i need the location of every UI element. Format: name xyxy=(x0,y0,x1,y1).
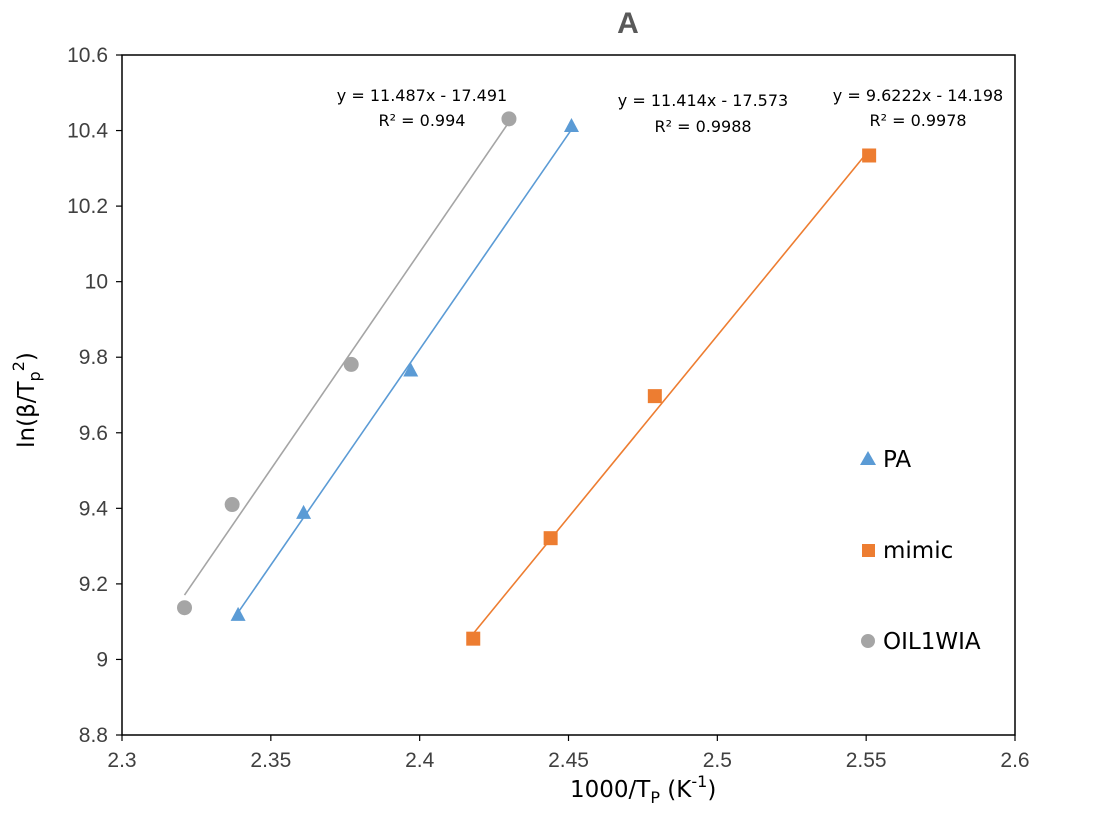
data-point-oil1wia xyxy=(224,497,240,513)
chart-title: A xyxy=(617,7,639,40)
y-tick-label: 10.2 xyxy=(67,195,108,218)
legend-label-mimic: mimic xyxy=(883,538,953,564)
y-tick-label: 9.8 xyxy=(79,346,108,369)
x-tick-label: 2.4 xyxy=(405,749,435,772)
legend: PA mimic OIL1WIA xyxy=(860,447,981,655)
legend-label-pa: PA xyxy=(883,447,911,473)
y-axis-title-sup: 2 xyxy=(9,361,28,371)
y-tick-label: 10.6 xyxy=(67,44,108,67)
data-point-pa xyxy=(403,362,419,377)
y-axis-title-close: ) xyxy=(14,352,40,361)
trendline-mimic xyxy=(472,149,870,635)
x-tick-label: 2.45 xyxy=(548,749,589,772)
data-point-mimic xyxy=(647,389,662,404)
r2-pa: R² = 0.9988 xyxy=(654,117,751,136)
data-point-oil1wia xyxy=(501,111,517,127)
data-point-pa xyxy=(230,606,246,621)
data-point-mimic xyxy=(466,631,481,646)
x-tick-label: 2.5 xyxy=(703,749,732,772)
data-point-oil1wia xyxy=(177,600,193,616)
y-tick-label: 8.8 xyxy=(79,724,108,747)
data-point-oil1wia xyxy=(343,356,359,372)
y-tick-label: 9.2 xyxy=(79,573,108,596)
y-tick-label: 9.4 xyxy=(79,497,109,520)
y-axis-title: ln(β/Tp2) xyxy=(9,352,44,448)
equation-mimic: y = 9.6222x - 14.198 xyxy=(833,86,1003,105)
equation-oil1wia: y = 11.487x - 17.491 xyxy=(337,86,507,105)
legend-label-oil1wia: OIL1WIA xyxy=(883,629,981,655)
data-point-pa xyxy=(563,118,579,133)
r2-mimic: R² = 0.9978 xyxy=(869,111,966,130)
x-axis-title: 1000/TP (K-1) xyxy=(570,772,716,807)
x-axis-title-sub: P xyxy=(650,788,660,807)
x-tick-label: 2.3 xyxy=(107,749,136,772)
x-axis: 2.3 2.35 2.4 2.45 2.5 2.55 2.6 xyxy=(107,735,1030,772)
y-tick-label: 10.4 xyxy=(67,120,108,143)
y-tick-label: 10 xyxy=(85,271,108,294)
x-axis-title-close: ) xyxy=(707,777,716,803)
y-axis-title-main: ln(β/T xyxy=(14,381,40,448)
r2-oil1wia: R² = 0.994 xyxy=(379,111,466,130)
y-axis: 8.8 9 9.2 9.4 9.6 9.8 10 10.2 10.4 10.6 xyxy=(67,44,122,747)
legend-marker-oil1wia xyxy=(861,634,875,648)
data-markers xyxy=(177,111,877,646)
x-axis-title-sup: -1 xyxy=(691,772,707,791)
data-point-mimic xyxy=(543,531,558,546)
data-point-mimic xyxy=(862,148,877,163)
x-axis-title-unit: (K xyxy=(660,777,692,803)
y-tick-label: 9.6 xyxy=(79,422,108,445)
x-axis-title-main: 1000/T xyxy=(570,777,651,803)
data-point-pa xyxy=(296,504,312,519)
x-tick-label: 2.55 xyxy=(846,749,887,772)
equation-pa: y = 11.414x - 17.573 xyxy=(618,91,788,110)
x-tick-label: 2.6 xyxy=(1000,749,1029,772)
y-axis-title-sub: p xyxy=(25,371,44,381)
legend-marker-mimic xyxy=(862,544,875,557)
y-tick-label: 9 xyxy=(96,648,108,671)
x-tick-label: 2.35 xyxy=(250,749,291,772)
legend-marker-pa xyxy=(860,451,876,465)
trendline-pa xyxy=(237,129,573,613)
